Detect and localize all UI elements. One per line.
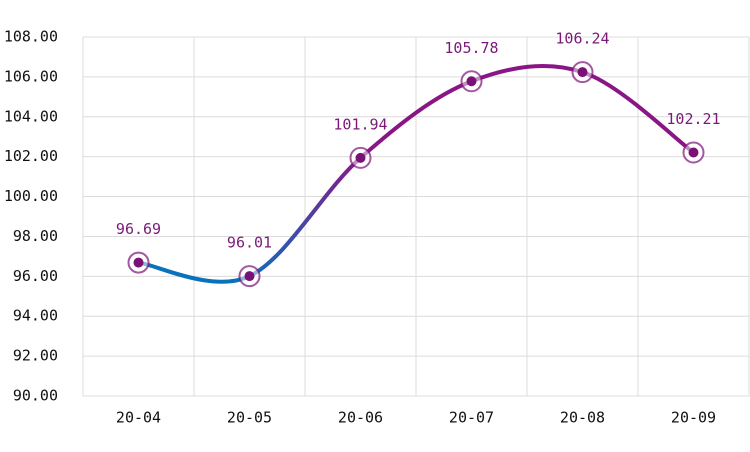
- y-tick-label: 106.00: [4, 67, 58, 85]
- data-label: 101.94: [333, 115, 387, 133]
- y-tick-label: 98.00: [13, 227, 58, 245]
- line: [138, 64, 695, 284]
- x-tick-label: 20-07: [449, 409, 494, 427]
- x-tick-label: 20-05: [227, 409, 272, 427]
- data-label: 105.78: [444, 39, 498, 57]
- data-label: 102.21: [666, 110, 720, 128]
- marker: [244, 271, 255, 282]
- y-tick-label: 100.00: [4, 187, 58, 205]
- x-tick-label: 20-04: [116, 409, 161, 427]
- x-tick-label: 20-09: [671, 409, 716, 427]
- y-tick-label: 108.00: [4, 28, 58, 46]
- marker: [466, 76, 477, 87]
- marker: [355, 152, 366, 163]
- marker: [688, 147, 699, 158]
- x-tick-label: 20-06: [338, 409, 383, 427]
- marker: [577, 67, 588, 78]
- y-tick-label: 94.00: [13, 307, 58, 325]
- y-tick-label: 104.00: [4, 107, 58, 125]
- marker: [133, 257, 144, 268]
- data-label: 96.01: [227, 234, 272, 252]
- y-tick-label: 90.00: [13, 387, 58, 405]
- y-tick-label: 96.00: [13, 267, 58, 285]
- y-tick-label: 92.00: [13, 347, 58, 365]
- x-tick-label: 20-08: [560, 409, 605, 427]
- y-tick-label: 102.00: [4, 147, 58, 165]
- data-label: 106.24: [555, 30, 609, 48]
- data-label: 96.69: [116, 220, 161, 238]
